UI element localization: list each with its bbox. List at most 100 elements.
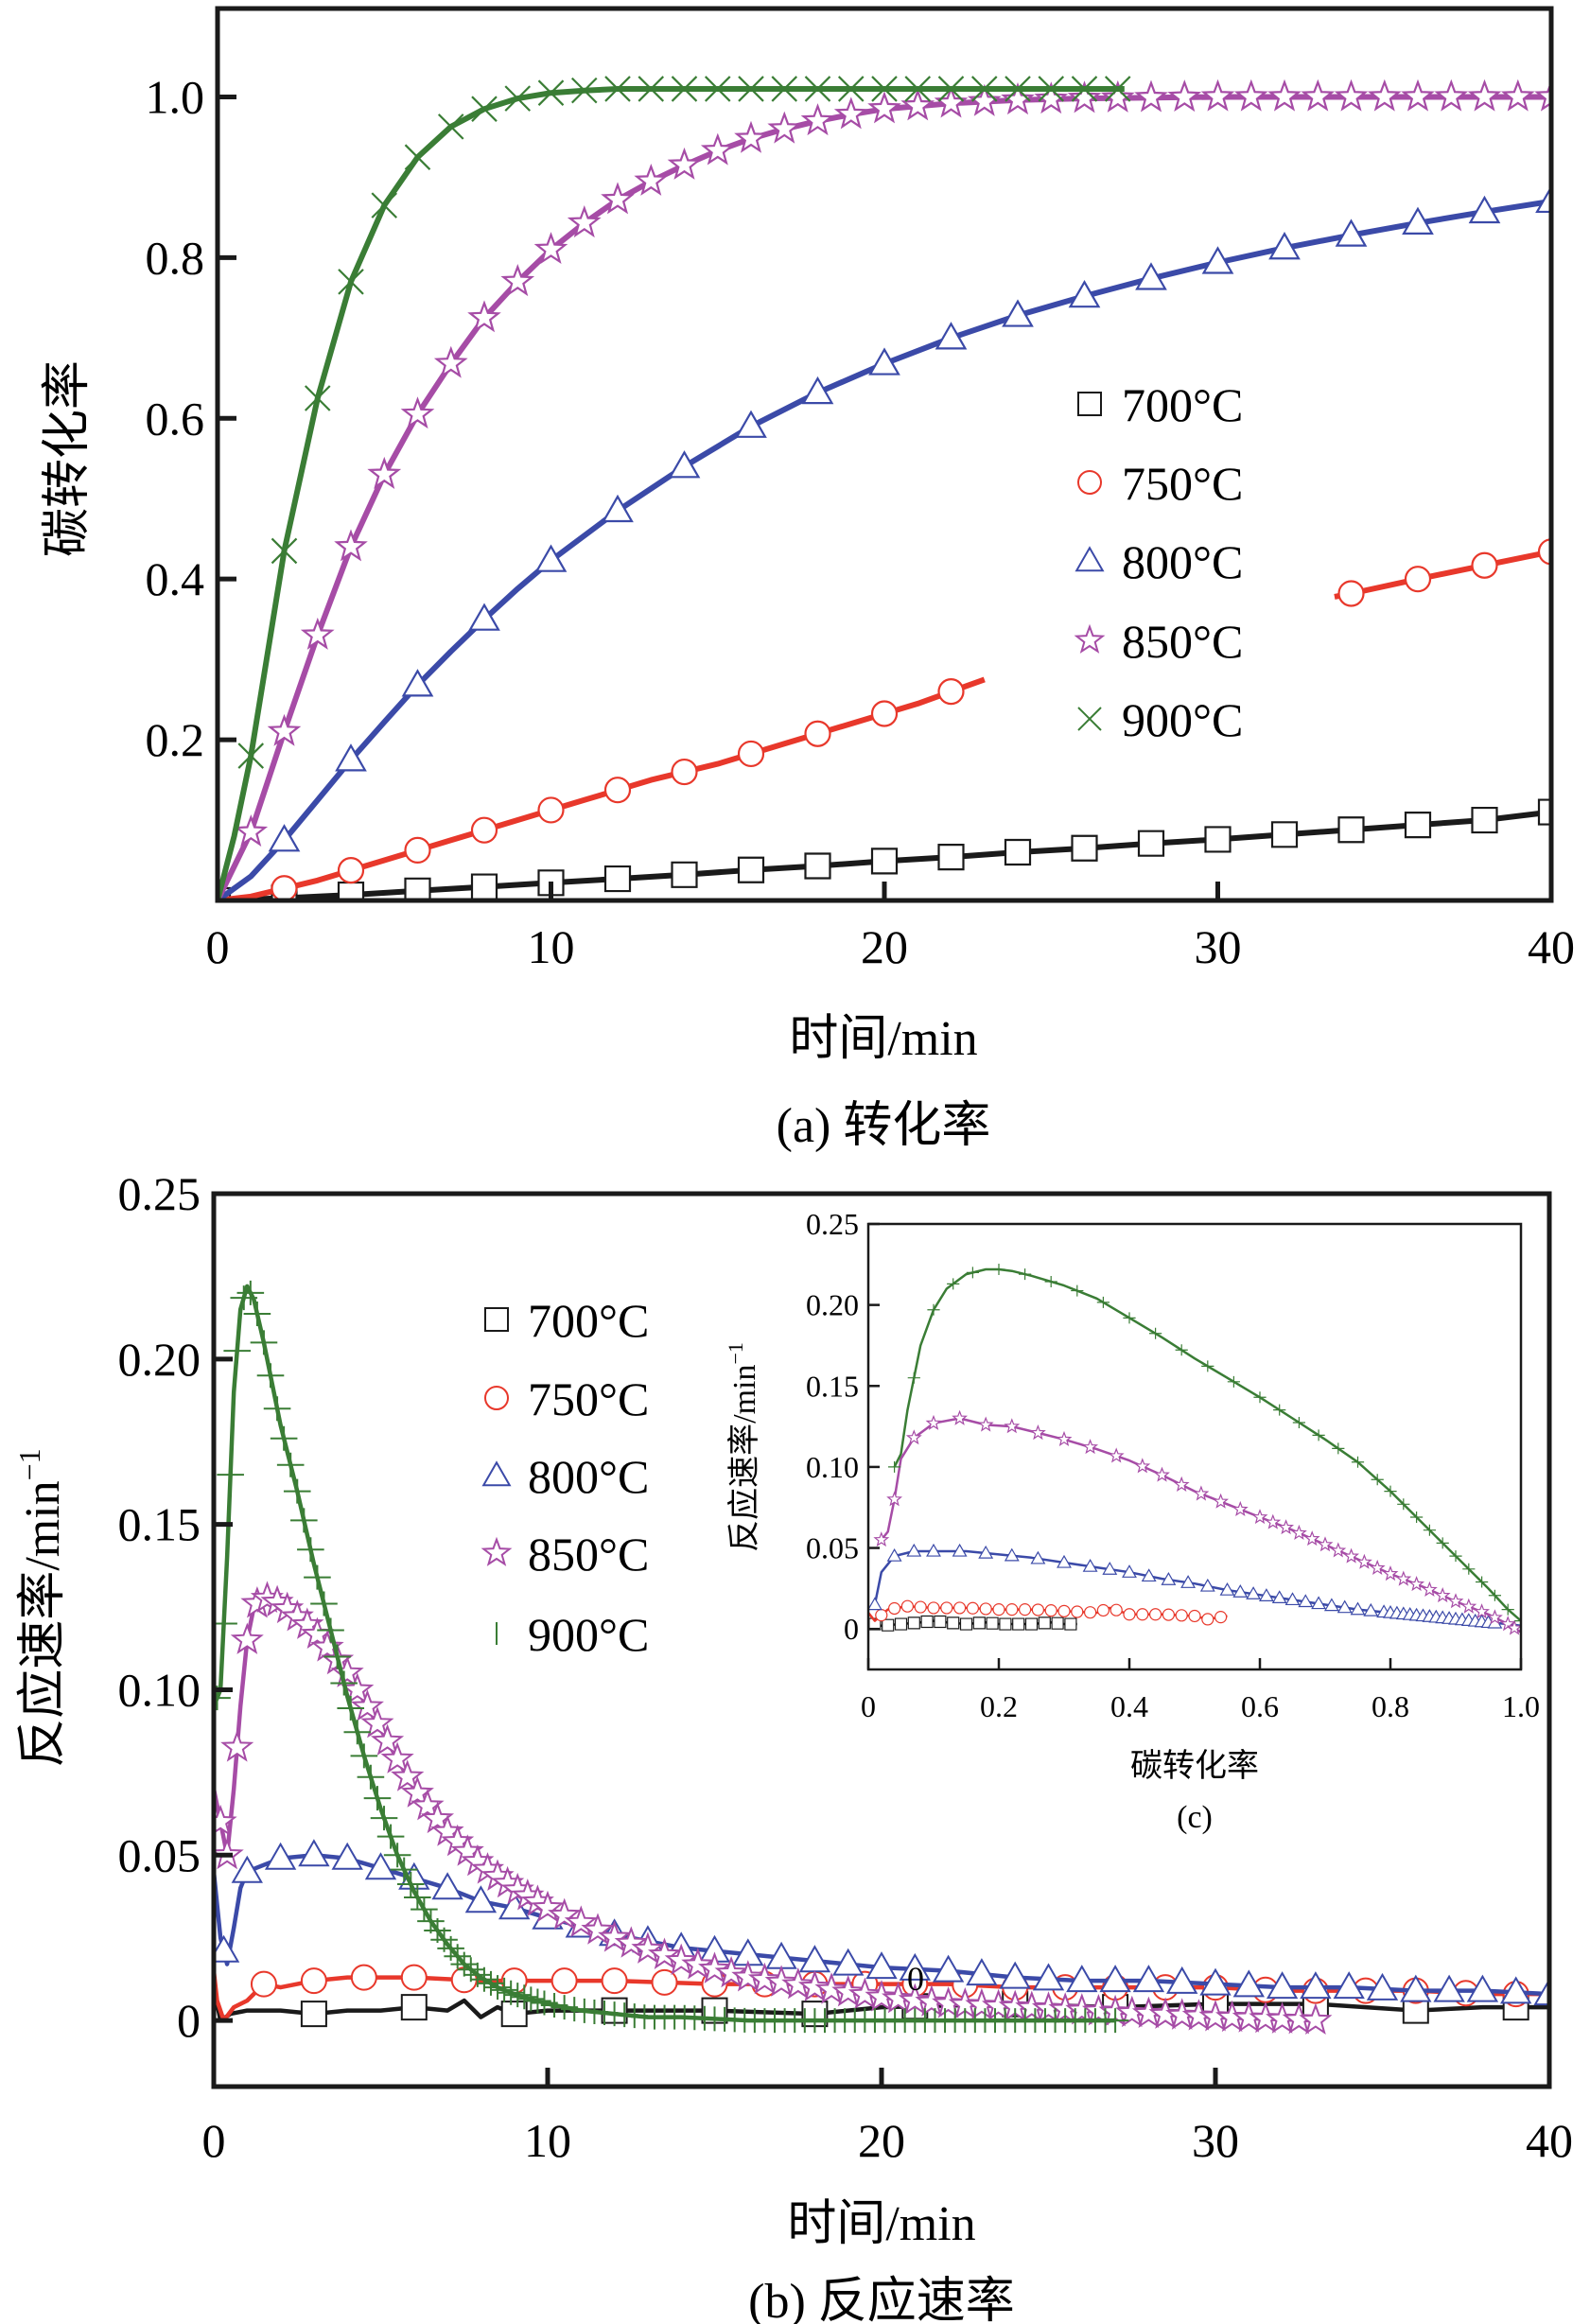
x-tick-label: 0.2 [980,1689,1018,1723]
data-point-marker [747,1962,782,1995]
data-point-marker [1136,1608,1149,1621]
data-point-marker [337,881,365,900]
data-point-marker [1332,1442,1345,1455]
x-tick-label: 10 [528,920,575,973]
data-point-marker [411,1788,445,1821]
series-800c [868,1543,1521,1629]
data-point-marker [966,1958,998,1986]
legend-marker-square-icon [1077,392,1102,416]
legend-marker-triangle-icon [481,1460,512,1487]
data-point-marker [1350,1601,1366,1616]
data-point-marker [364,1852,397,1880]
data-point-marker [1534,79,1551,112]
data-point-marker [1355,1553,1372,1569]
data-point-marker [1232,1969,1265,1998]
data-point-marker [214,1934,240,1963]
data-point-marker [1096,1296,1110,1308]
series-850c [873,1409,1521,1635]
data-point-marker [871,76,898,102]
data-point-marker [651,1968,678,1996]
data-point-marker [490,1977,518,2002]
data-point-marker [483,1975,512,2001]
data-point-marker [404,836,431,865]
data-point-marker [926,1543,941,1557]
data-point-marker [531,1890,565,1923]
legend-label: 800°C [528,1450,649,1503]
data-point-marker [1436,1537,1449,1549]
data-point-marker [1213,1493,1229,1509]
data-point-marker [978,1545,994,1559]
data-point-marker [832,1948,865,1976]
legend-label: 700°C [1122,378,1243,431]
legend-item: 800°C [1075,535,1243,588]
data-point-marker [420,1801,455,1834]
legend-marker-star-icon [480,1536,513,1566]
data-point-marker [424,1917,451,1943]
data-point-marker [531,1990,558,2016]
data-point-marker [1199,1967,1232,1996]
data-point-marker [1467,79,1502,112]
data-point-marker [1173,1476,1190,1493]
data-point-marker [875,1609,888,1622]
data-point-marker [1018,1603,1032,1616]
data-point-marker [1410,1511,1424,1523]
data-point-marker [1123,1608,1136,1621]
panel-c-series [868,1263,1521,1635]
data-point-marker [310,1630,344,1662]
series-850c [218,79,1551,900]
data-point-marker [1382,1564,1399,1581]
data-point-marker [1514,1615,1521,1627]
y-tick-label: 0.10 [118,1663,201,1716]
data-point-marker [550,1995,578,2020]
data-point-marker [1032,1963,1065,1991]
data-point-marker [360,1706,394,1739]
data-point-marker [907,1372,920,1384]
data-point-marker [367,456,402,490]
panel-c-caption: (c) [1177,1800,1213,1835]
x-tick-label: 0 [202,2114,226,2167]
data-point-marker [904,76,932,102]
data-point-marker [1499,1616,1516,1632]
data-point-marker [1154,1466,1170,1482]
x-tick-label: 20 [861,920,908,973]
data-point-marker [256,1363,285,1389]
data-point-marker [920,1615,934,1629]
y-tick-label: 0.20 [118,1333,201,1386]
data-point-marker [764,1965,798,1997]
data-point-marker [797,1969,831,2002]
data-point-marker [1137,830,1165,857]
data-point-marker [560,1997,588,2022]
series-line [218,86,1125,900]
data-point-marker [1537,798,1551,826]
data-point-marker [907,1616,920,1630]
series-750c [868,1599,1228,1626]
data-point-marker [250,1330,278,1355]
data-point-marker [271,875,298,900]
data-point-marker [767,111,802,144]
data-point-marker [898,1983,932,2016]
legend-marker-star-icon [1074,623,1106,654]
panel-b-y-axis-label-superscript: −1 [12,1448,46,1480]
legend-item: 750°C [484,1372,649,1425]
data-point-marker [550,1967,578,1995]
data-point-marker [464,1885,498,1913]
data-point-marker [1201,1360,1214,1372]
data-point-marker [1253,1391,1267,1404]
data-point-marker [263,1396,291,1422]
series-line [218,198,1551,900]
data-point-marker [524,1988,551,2014]
data-point-marker [370,1806,398,1831]
data-point-marker [886,1548,902,1562]
data-point-marker [283,1478,311,1504]
data-point-marker [1266,1971,1299,2000]
data-point-marker [401,669,434,697]
data-point-marker [390,1857,418,1882]
data-point-marker [601,182,635,215]
data-point-marker [1110,1603,1123,1616]
panel-a-series [218,76,1551,900]
data-point-marker [1204,826,1232,853]
data-point-marker [396,1872,425,1897]
data-point-marker [1122,1564,1137,1578]
data-point-marker [1219,1581,1235,1596]
